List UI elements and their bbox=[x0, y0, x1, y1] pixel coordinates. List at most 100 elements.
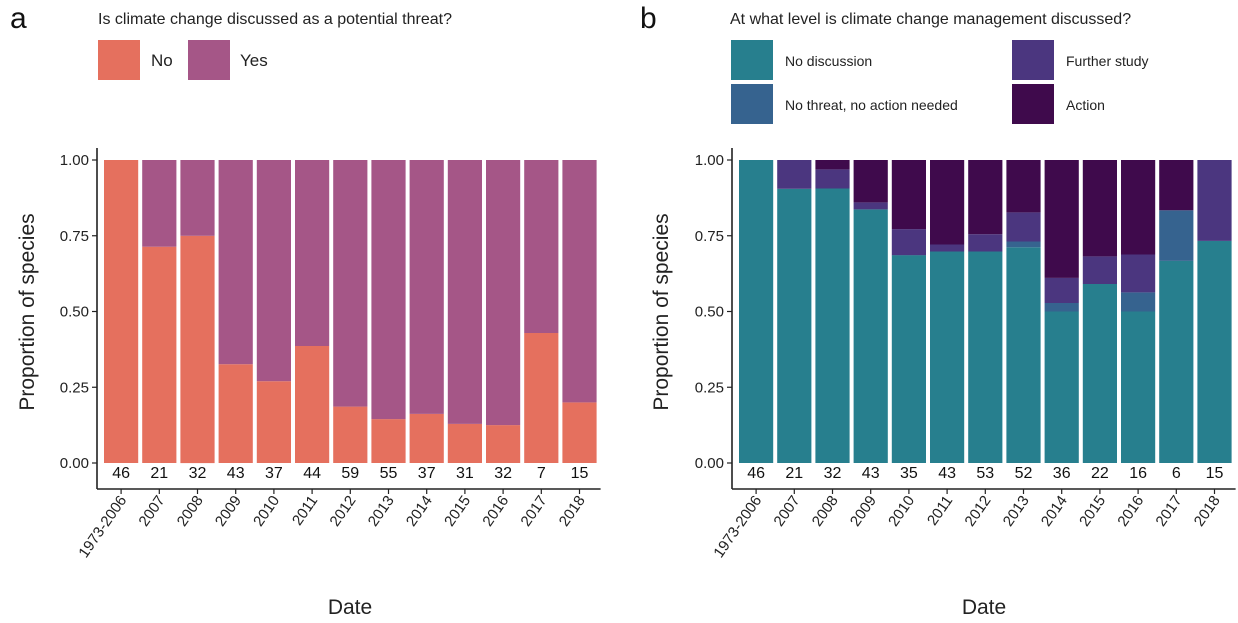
panel-b-xlabel: Date bbox=[962, 596, 1006, 619]
bar-segment-no-2014 bbox=[409, 413, 444, 463]
bar-segment-yes-2010 bbox=[256, 160, 291, 382]
bar-segment-action-2011 bbox=[930, 160, 965, 245]
legend-label-no-threat: No threat, no action needed bbox=[785, 97, 958, 113]
bar-segment-action-2008 bbox=[815, 160, 850, 170]
legend-swatch-no-threat bbox=[731, 84, 773, 124]
count-label: 52 bbox=[1015, 465, 1033, 482]
bar-segment-no-2015 bbox=[447, 423, 482, 463]
bar-segment-action-2009 bbox=[853, 160, 888, 203]
count-label: 32 bbox=[189, 465, 207, 482]
y-tick-label: 1.00 bbox=[60, 152, 89, 169]
bar-segment-action-2016 bbox=[1121, 160, 1156, 255]
x-tick-label: 2015 bbox=[441, 493, 474, 530]
panel-b-ylabel: Proportion of species bbox=[650, 213, 673, 410]
count-label: 46 bbox=[112, 465, 130, 482]
bar-segment-further-study-2010 bbox=[891, 229, 926, 256]
x-tick-label: 2014 bbox=[1038, 493, 1071, 530]
panel-b-legend-title: At what level is climate change manageme… bbox=[730, 11, 1131, 28]
bar-segment-no-2013 bbox=[371, 419, 406, 463]
bar-segment-action-2013 bbox=[1006, 160, 1041, 213]
bar-segment-no-discussion-2015 bbox=[1082, 283, 1117, 463]
bar-segment-yes-2016 bbox=[486, 160, 521, 426]
count-label: 15 bbox=[571, 465, 589, 482]
legend-label-action: Action bbox=[1066, 97, 1105, 113]
x-tick-label: 2014 bbox=[403, 493, 436, 530]
count-label: 21 bbox=[785, 465, 803, 482]
legend-label-further-study: Further study bbox=[1066, 53, 1148, 69]
bar-segment-no-discussion-2012 bbox=[968, 251, 1003, 463]
x-tick-label: 2007 bbox=[136, 493, 169, 530]
legend-swatch-no bbox=[98, 40, 140, 80]
panel-a-legend: No Yes bbox=[98, 40, 268, 80]
y-tick-label: 0.00 bbox=[60, 455, 89, 472]
count-label: 31 bbox=[456, 465, 474, 482]
panel-a-plot: 46 21 32 43 37 44 59 55 37 31 32 7 15 0.00 0.25 0.50 0.7… bbox=[60, 148, 601, 561]
bar-segment-yes-2014 bbox=[409, 160, 444, 414]
bar-segment-no-2018 bbox=[562, 402, 597, 463]
bar-segment-no-threat-no-action-needed-2013 bbox=[1006, 241, 1041, 248]
x-tick-label: 2016 bbox=[1114, 493, 1147, 530]
bar-segment-further-study-2015 bbox=[1082, 256, 1117, 284]
count-label: 6 bbox=[1172, 465, 1181, 482]
legend-label-no-discussion: No discussion bbox=[785, 53, 872, 69]
x-tick-label: 1973-2006 bbox=[75, 493, 130, 562]
bar-segment-no-discussion-1973-2006 bbox=[739, 160, 774, 463]
bar-segment-further-study-2008 bbox=[815, 169, 850, 189]
bar-segment-no-threat-no-action-needed-2017 bbox=[1159, 210, 1194, 261]
x-tick-label: 2018 bbox=[1191, 493, 1224, 530]
x-tick-label: 2012 bbox=[327, 493, 360, 530]
x-tick-label: 2010 bbox=[250, 493, 283, 530]
bar-segment-further-study-2011 bbox=[930, 244, 965, 252]
bar-segment-yes-2013 bbox=[371, 160, 406, 420]
panel-a-letter: a bbox=[10, 2, 27, 35]
bar-segment-no-discussion-2009 bbox=[853, 209, 888, 463]
bar-segment-yes-2011 bbox=[295, 160, 330, 346]
bar-segment-yes-2012 bbox=[333, 160, 368, 407]
x-tick-label: 2007 bbox=[771, 493, 804, 530]
bar-segment-further-study-2018 bbox=[1197, 160, 1232, 241]
bar-segment-further-study-2014 bbox=[1044, 277, 1079, 303]
bar-segment-yes-2017 bbox=[524, 160, 559, 333]
count-label: 7 bbox=[537, 465, 546, 482]
count-label: 37 bbox=[265, 465, 283, 482]
count-label: 35 bbox=[900, 465, 918, 482]
y-tick-label: 0.75 bbox=[60, 228, 89, 245]
bar-segment-further-study-2016 bbox=[1121, 254, 1156, 293]
panel-b-plot: 46 21 32 43 35 43 53 52 36 22 16 6 15 0.00 0.25 0.50 0.7… bbox=[695, 148, 1236, 561]
bar-segment-no-2011 bbox=[295, 346, 330, 463]
bar-segment-action-2014 bbox=[1044, 160, 1079, 278]
bar-segment-no-discussion-2010 bbox=[891, 255, 926, 463]
count-label: 36 bbox=[1053, 465, 1071, 482]
x-tick-label: 2011 bbox=[289, 493, 321, 529]
y-tick-label: 0.25 bbox=[695, 379, 724, 396]
x-tick-label: 2009 bbox=[212, 493, 245, 530]
bar-segment-yes-2018 bbox=[562, 160, 597, 403]
x-tick-label: 2015 bbox=[1076, 493, 1109, 530]
count-label: 43 bbox=[862, 465, 880, 482]
bar-segment-action-2010 bbox=[891, 160, 926, 230]
count-label: 55 bbox=[380, 465, 398, 482]
bar-segment-action-2017 bbox=[1159, 160, 1194, 211]
y-tick-label: 0.75 bbox=[695, 228, 724, 245]
bar-segment-action-2015 bbox=[1082, 160, 1117, 257]
count-label: 43 bbox=[227, 465, 245, 482]
legend-swatch-further-study bbox=[1012, 40, 1054, 80]
legend-swatch-action bbox=[1012, 84, 1054, 124]
bar-segment-further-study-2009 bbox=[853, 202, 888, 210]
x-tick-label: 2017 bbox=[1153, 493, 1186, 530]
bar-segment-yes-2007 bbox=[142, 160, 177, 247]
bar-segment-no-2016 bbox=[486, 425, 521, 463]
bar-segment-no-threat-no-action-needed-2014 bbox=[1044, 303, 1079, 312]
count-label: 21 bbox=[150, 465, 168, 482]
count-label: 32 bbox=[824, 465, 842, 482]
legend-label-yes: Yes bbox=[240, 51, 268, 70]
y-tick-label: 0.50 bbox=[695, 304, 724, 321]
legend-swatch-yes bbox=[188, 40, 230, 80]
bar-segment-no-2017 bbox=[524, 333, 559, 463]
bar-segment-no-discussion-2011 bbox=[930, 251, 965, 463]
x-tick-label: 2010 bbox=[885, 493, 918, 530]
x-tick-label: 2017 bbox=[518, 493, 551, 530]
bar-segment-no-discussion-2007 bbox=[777, 188, 812, 464]
y-tick-label: 1.00 bbox=[695, 152, 724, 169]
